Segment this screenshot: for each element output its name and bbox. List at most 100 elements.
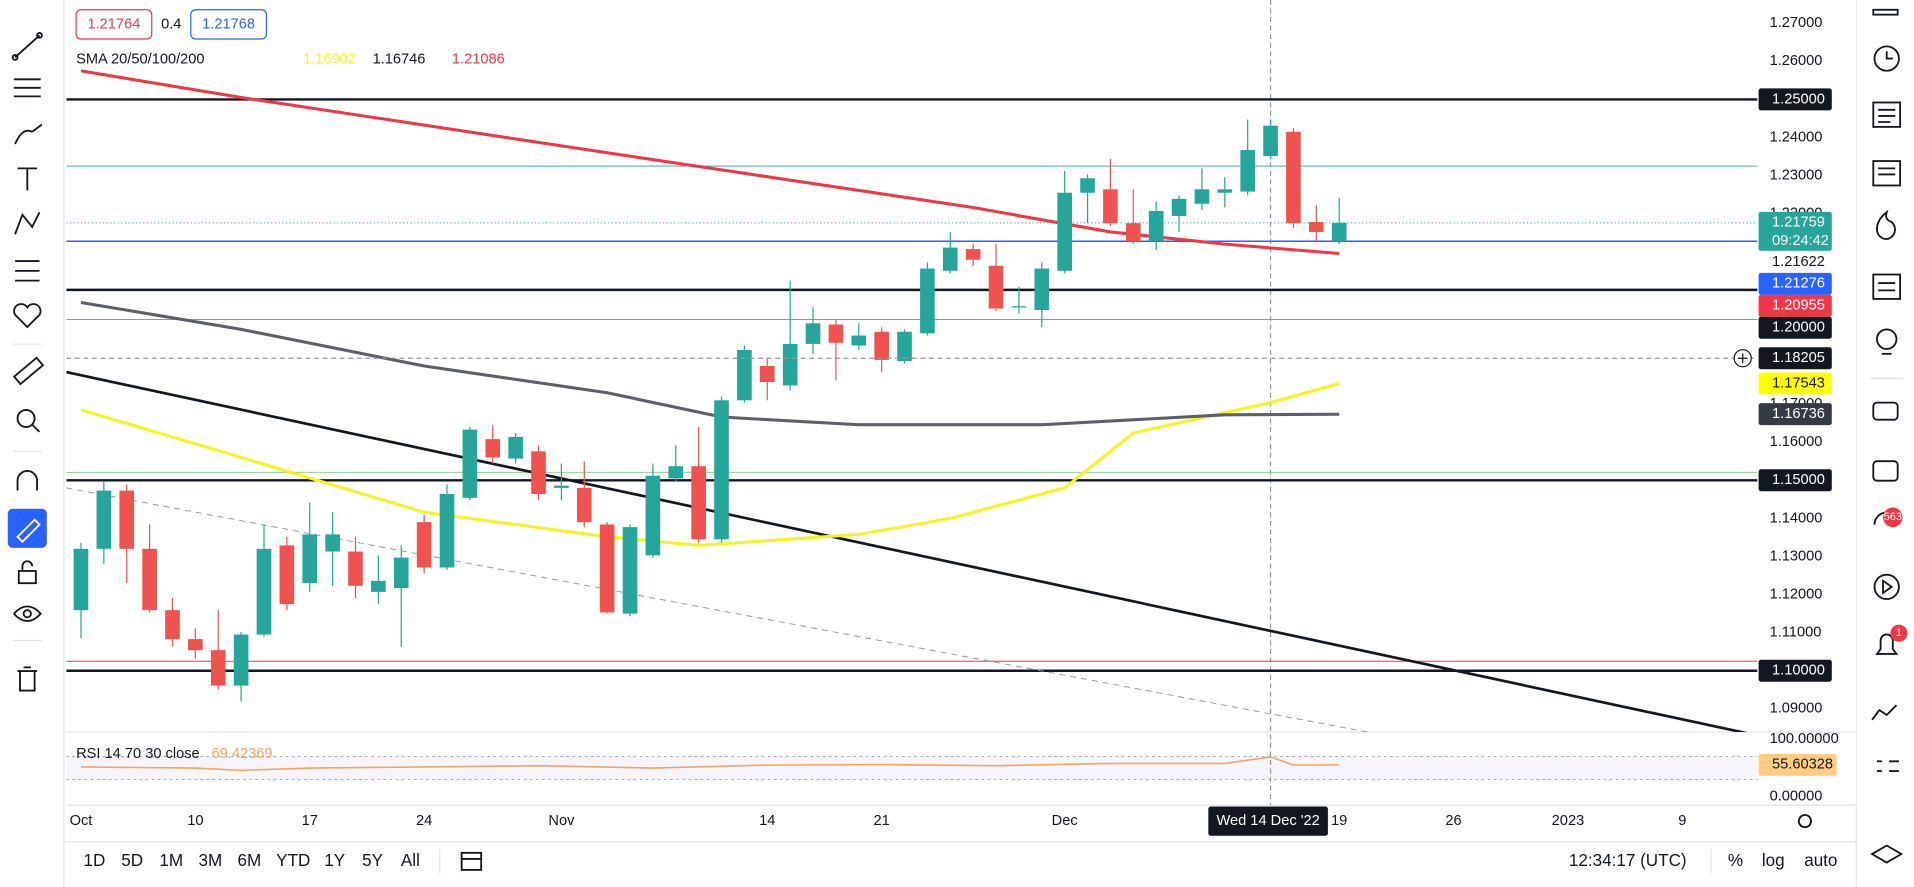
list[interactable] bbox=[1872, 160, 1902, 187]
y-tick-label: 1.14000 bbox=[1770, 510, 1823, 526]
y-tick-label: 1.16000 bbox=[1770, 434, 1823, 450]
range-button[interactable]: All bbox=[401, 851, 420, 870]
sma-value: 1.16902 bbox=[303, 52, 356, 68]
badge: 1 bbox=[1896, 627, 1902, 639]
y-tick-label: 1.27000 bbox=[1770, 15, 1823, 31]
range-button[interactable]: 6M bbox=[237, 851, 261, 870]
tool-text[interactable] bbox=[17, 167, 38, 191]
countdown: 09:24:42 bbox=[1772, 233, 1829, 249]
messages[interactable] bbox=[1872, 460, 1899, 482]
range-button[interactable]: 5Y bbox=[362, 851, 383, 870]
range-button[interactable]: 1M bbox=[159, 851, 183, 870]
range-button[interactable]: 1Y bbox=[324, 851, 345, 870]
price-label-box bbox=[1758, 347, 1832, 370]
news[interactable] bbox=[1872, 101, 1902, 128]
candle-body bbox=[1125, 223, 1141, 242]
data-window[interactable] bbox=[1871, 704, 1898, 721]
candle-body bbox=[210, 650, 226, 686]
x-tick-label: 10 bbox=[187, 813, 203, 829]
tool-magnet[interactable] bbox=[16, 470, 38, 491]
candle-body bbox=[965, 249, 981, 260]
auto-toggle[interactable]: auto bbox=[1804, 851, 1837, 870]
quote-legend: 1.21764 0.4 1.21768 SMA 20/50/100/200 1.… bbox=[75, 9, 505, 762]
tool-ruler[interactable] bbox=[12, 356, 45, 386]
range-button[interactable]: 3M bbox=[198, 851, 222, 870]
rsi-band bbox=[66, 756, 1758, 780]
log-toggle[interactable]: log bbox=[1762, 851, 1785, 870]
ask-price[interactable]: 1.21768 bbox=[202, 16, 255, 32]
candle-body bbox=[142, 548, 157, 611]
candle-body bbox=[165, 610, 180, 640]
layers[interactable] bbox=[1870, 844, 1904, 864]
tool-line[interactable] bbox=[11, 32, 43, 61]
tool-brush[interactable] bbox=[14, 123, 43, 145]
notifications[interactable]: 1 bbox=[1875, 624, 1908, 655]
x-tick-label: 14 bbox=[759, 813, 775, 829]
candle-body bbox=[1217, 189, 1233, 193]
y-tick-label: 1.11000 bbox=[1770, 625, 1822, 641]
candle-body bbox=[554, 485, 569, 488]
x-tick-label: 24 bbox=[416, 813, 432, 829]
hotlist[interactable] bbox=[1876, 209, 1896, 241]
alerts[interactable] bbox=[1873, 45, 1900, 72]
candle-body bbox=[233, 634, 249, 686]
candle-body bbox=[531, 451, 546, 495]
tool-favorite[interactable] bbox=[13, 303, 42, 329]
object-tree[interactable] bbox=[1876, 760, 1899, 773]
tool-pattern[interactable] bbox=[14, 211, 41, 235]
calendar[interactable] bbox=[1872, 273, 1902, 300]
candle-body bbox=[96, 490, 112, 549]
x-tick-label: 9 bbox=[1678, 813, 1686, 829]
candle-body bbox=[1103, 189, 1118, 224]
rsi-legend: RSI 14 70 30 close bbox=[76, 746, 200, 762]
ideas[interactable] bbox=[1876, 328, 1898, 355]
candle-body bbox=[1080, 178, 1095, 193]
tool-zoom[interactable] bbox=[16, 409, 41, 433]
bid-price[interactable]: 1.21764 bbox=[87, 16, 140, 32]
tool-lock[interactable] bbox=[17, 560, 37, 585]
tool-fib[interactable] bbox=[13, 78, 41, 98]
range-button[interactable]: 5D bbox=[121, 851, 143, 870]
candle-body bbox=[737, 350, 752, 401]
x-tick-label: 21 bbox=[874, 813, 890, 829]
price-label: 1.10000 bbox=[1772, 663, 1825, 679]
x-tick-label: 17 bbox=[302, 813, 318, 829]
chats[interactable] bbox=[1872, 401, 1899, 421]
x-tick-label: 2023 bbox=[1552, 813, 1585, 829]
candle-body bbox=[714, 400, 729, 540]
tool-visibility[interactable] bbox=[13, 605, 42, 622]
tool-forecast[interactable] bbox=[15, 260, 40, 282]
price-label: 1.21622 bbox=[1772, 254, 1825, 270]
range-button[interactable]: 1D bbox=[83, 851, 105, 870]
candle-body bbox=[668, 466, 684, 479]
x-tick-label: Oct bbox=[70, 813, 93, 829]
candle-body bbox=[1286, 131, 1301, 224]
goto-date[interactable] bbox=[460, 851, 483, 871]
crosshair-date-box bbox=[1208, 806, 1328, 836]
watchlist[interactable] bbox=[1872, 8, 1899, 16]
candle-body bbox=[1011, 306, 1027, 308]
sma-value: 1.16746 bbox=[373, 52, 426, 68]
candle-body bbox=[645, 475, 661, 556]
time-axis-settings[interactable] bbox=[1797, 814, 1812, 829]
sma-legend: SMA 20/50/100/200 bbox=[76, 52, 204, 68]
spread: 0.4 bbox=[161, 16, 181, 32]
video[interactable] bbox=[1873, 573, 1900, 600]
candle-body bbox=[325, 534, 340, 552]
candle-body bbox=[576, 487, 592, 523]
range-button[interactable]: YTD bbox=[276, 851, 310, 870]
candle-body bbox=[988, 265, 1004, 309]
price-label: 1.21759 bbox=[1772, 215, 1825, 231]
candle-body bbox=[279, 545, 295, 605]
tool-delete[interactable] bbox=[17, 666, 38, 692]
candle-body bbox=[1148, 211, 1164, 242]
candle-body bbox=[1263, 125, 1278, 157]
streams[interactable]: 563 bbox=[1873, 507, 1903, 528]
crosshair-date: Wed 14 Dec '22 bbox=[1216, 813, 1319, 829]
tool-lock-drawing[interactable] bbox=[7, 508, 47, 548]
candle-body bbox=[622, 527, 638, 614]
rsi-value: 69.42369 bbox=[212, 746, 273, 762]
percent-toggle[interactable]: % bbox=[1728, 851, 1743, 870]
price-label-box bbox=[1758, 403, 1832, 426]
